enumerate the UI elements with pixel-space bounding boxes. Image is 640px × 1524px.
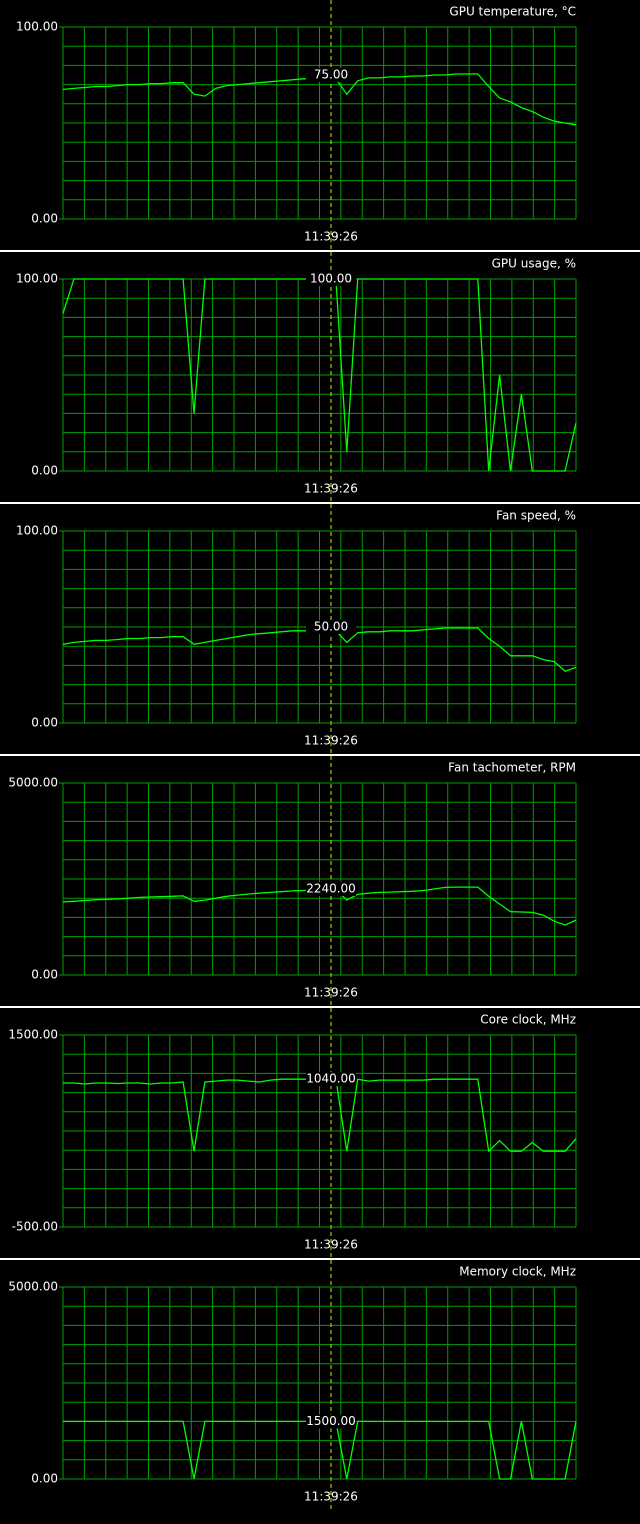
cursor-label-bg (306, 272, 356, 286)
chart-title: Core clock, MHz (480, 1013, 576, 1027)
cursor-value-label: 50.00 (314, 620, 348, 634)
y-tick-label: 100.00 (16, 524, 58, 538)
y-tick-label: 0.00 (31, 464, 58, 478)
y-tick-label: -500.00 (12, 1220, 58, 1234)
cursor-time-label: 11:39:26 (304, 1238, 358, 1252)
cursor-value-label: 100.00 (310, 272, 352, 286)
y-tick-label: 0.00 (31, 212, 58, 226)
y-tick-label: 100.00 (16, 20, 58, 34)
y-tick-label: 0.00 (31, 716, 58, 730)
y-tick-label: 1500.00 (8, 1028, 58, 1042)
chart-title: Fan speed, % (496, 509, 576, 523)
cursor-time-label: 11:39:26 (304, 482, 358, 496)
y-tick-label: 100.00 (16, 272, 58, 286)
cursor-time-label: 11:39:26 (304, 986, 358, 1000)
cursor-time-label: 11:39:26 (304, 734, 358, 748)
y-tick-label: 0.00 (31, 968, 58, 982)
cursor-label-bg (306, 620, 356, 634)
cursor-label-bg (306, 68, 356, 82)
chart-title: GPU temperature, °C (449, 5, 576, 19)
chart-title: GPU usage, % (492, 257, 576, 271)
cursor-time-label: 11:39:26 (304, 1490, 358, 1504)
cursor-label-bg (306, 1414, 356, 1429)
cursor-label-bg (306, 1072, 356, 1087)
y-tick-label: 0.00 (31, 1472, 58, 1486)
cursor-value-label: 2240.00 (306, 881, 356, 895)
cursor-value-label: 1500.00 (306, 1414, 356, 1428)
y-tick-label: 5000.00 (8, 776, 58, 790)
cursor-label-bg (306, 881, 356, 896)
chart-title: Memory clock, MHz (459, 1265, 576, 1279)
chart-title: Fan tachometer, RPM (448, 761, 576, 775)
y-tick-label: 5000.00 (8, 1280, 58, 1294)
cursor-value-label: 75.00 (314, 68, 348, 82)
cursor-time-label: 11:39:26 (304, 230, 358, 244)
cursor-value-label: 1040.00 (306, 1072, 356, 1086)
